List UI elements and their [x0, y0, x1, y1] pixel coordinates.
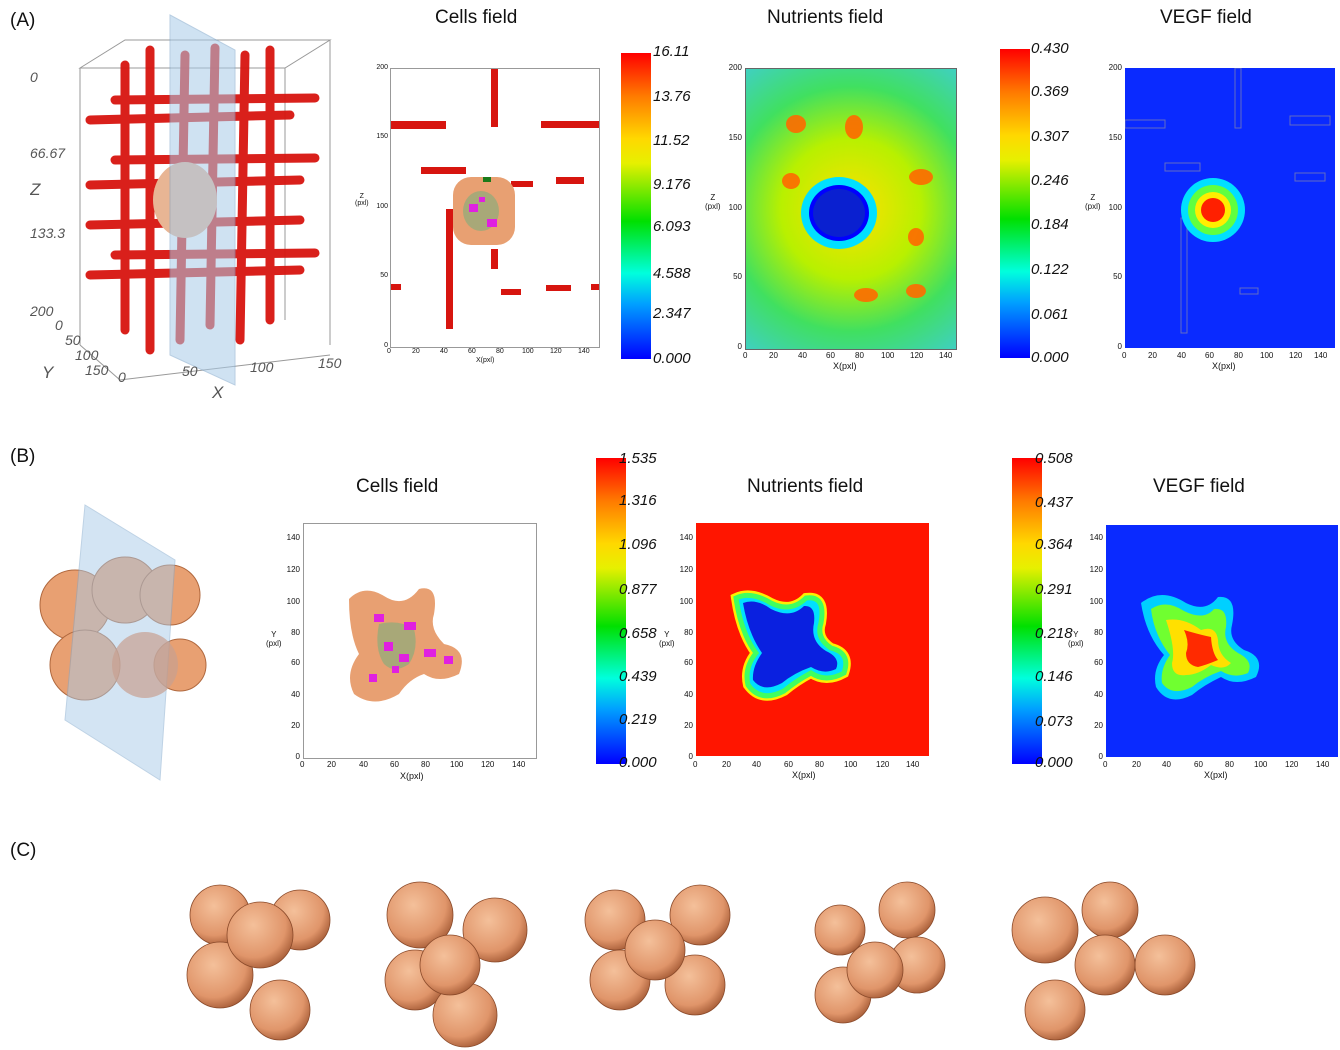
b-nutrients-xlabel: X(pxl) [792, 770, 816, 780]
a-vegf-plot [1124, 67, 1335, 348]
a-cells-plot [390, 68, 600, 348]
a-vegf-title: VEGF field [1160, 7, 1252, 28]
b-vegf-title: VEGF field [1153, 476, 1245, 497]
b-nutrients-plot [696, 523, 929, 756]
z-tick: 0 [30, 69, 38, 85]
x-tick: 0 [118, 369, 126, 385]
z-tick: 133.3 [30, 225, 65, 241]
b-vegf-xlabel: X(pxl) [1204, 770, 1228, 780]
a-nutrients-xlabel: X(pxl) [833, 361, 857, 371]
x-axis-label: X [211, 383, 224, 400]
y-axis-label: Y [42, 363, 55, 382]
panel-a-label: (A) [10, 10, 36, 31]
a-nutrients-title: Nutrients field [767, 7, 884, 28]
a-cells-xlabel: X(pxl) [476, 357, 495, 364]
panel-c-label: (C) [10, 840, 37, 861]
a-cells-title: Cells field [435, 7, 518, 28]
z-tick: 200 [30, 303, 54, 319]
b-cells-ylabel: Y [271, 630, 277, 639]
a-nutrients-ylabel: Z [710, 193, 716, 202]
x-tick: 50 [182, 363, 198, 379]
z-axis-label: Z [30, 180, 41, 199]
a-nutrients-colorbar [1000, 49, 1030, 358]
x-tick: 100 [250, 359, 274, 375]
y-tick: 100 [75, 347, 99, 363]
b-vegf-colorbar [1012, 458, 1042, 764]
a-vegf-ylabel: Z [1090, 193, 1096, 202]
b-cells-title: Cells field [356, 476, 439, 497]
z-tick: 66.67 [30, 145, 66, 161]
panel-a-3d-view: 0 66.67 133.3 200 Z 0 50 100 150 Y 0 50 … [30, 14, 342, 400]
panel-c-spheroids [186, 881, 1196, 1048]
b-cells-plot [303, 523, 537, 759]
b-nutrients-ylabel: Y [664, 630, 670, 639]
b-nutrients-title: Nutrients field [747, 476, 864, 497]
b-cells-xlabel: X(pxl) [400, 771, 424, 781]
panel-b-3d-spheroid [39, 504, 207, 781]
a-nutrients-plot [745, 68, 957, 350]
a-cells-colorbar [621, 53, 651, 359]
a-cells-ylabel: Z [359, 193, 364, 200]
a-vegf-xlabel: X(pxl) [1212, 361, 1236, 371]
y-tick: 0 [55, 317, 63, 333]
b-vegf-plot [1106, 525, 1338, 757]
x-tick: 150 [318, 355, 342, 371]
y-tick: 150 [85, 362, 109, 378]
b-cells-colorbar [596, 458, 626, 764]
panel-b-label: (B) [10, 446, 36, 467]
b-vegf-ylabel: Y [1073, 630, 1079, 639]
y-tick: 50 [65, 332, 81, 348]
